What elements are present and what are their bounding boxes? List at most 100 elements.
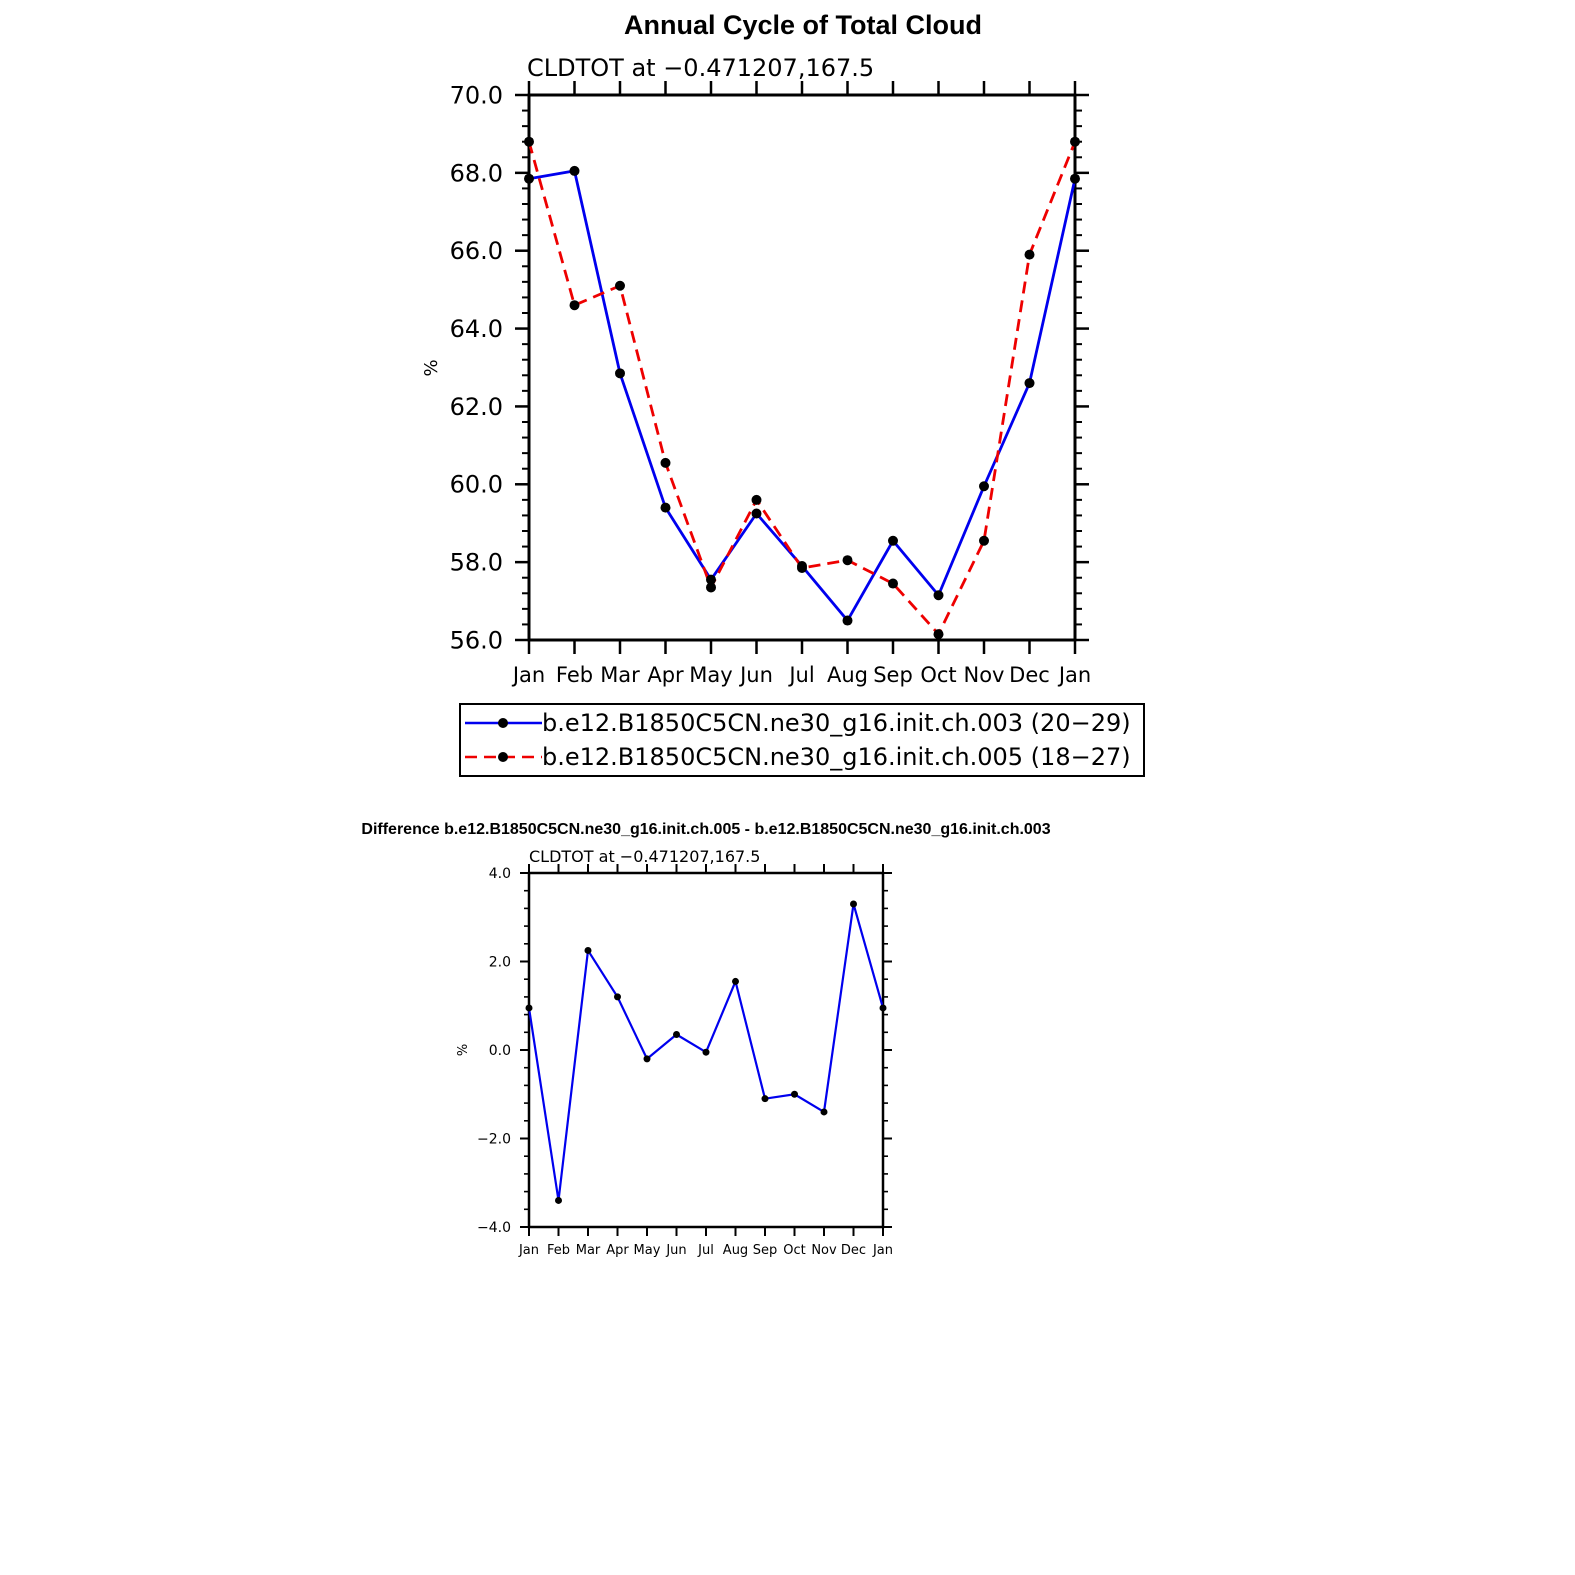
series-1-point <box>761 1095 769 1103</box>
x-tick-label: Oct <box>783 1243 805 1258</box>
plot-frame <box>515 81 1089 654</box>
series-1-point <box>706 574 716 585</box>
legend-label-series-1: b.e12.B1850C5CN.ne30_g16.init.ch.003 (20… <box>542 709 1131 737</box>
series-2-point <box>888 578 898 589</box>
x-tick-label: Jul <box>787 663 814 687</box>
legend-box <box>459 703 1145 777</box>
x-tick-label: Sep <box>873 663 913 687</box>
x-tick-label: Mar <box>600 663 640 687</box>
series-1-point <box>673 1031 680 1039</box>
x-tick-label: Dec <box>841 1243 866 1258</box>
y-tick-label: 62.0 <box>450 393 503 421</box>
x-tick-label: Jan <box>1057 663 1091 687</box>
annual-cycle-chart: Annual Cycle of Total Cloud CLDTOT at −0… <box>421 10 1091 687</box>
x-tick-label: Dec <box>1009 663 1050 687</box>
difference-y-axis-label: % <box>456 1044 471 1056</box>
series-1-point <box>584 946 592 954</box>
x-tick-label: May <box>689 663 732 687</box>
series-1-point <box>614 993 621 1001</box>
x-tick-label: Apr <box>606 1243 629 1258</box>
series-2-point <box>1070 136 1080 147</box>
y-tick-label: 58.0 <box>450 549 503 577</box>
legend-marker-series-1 <box>498 718 508 728</box>
x-tick-label: May <box>634 1243 661 1258</box>
y-tick-labels: 56.0 58.0 60.0 62.0 64.0 66.0 68.0 70.0 <box>450 81 503 654</box>
y-tick-label: −2.0 <box>477 1131 511 1147</box>
y-tick-label: −4.0 <box>477 1220 511 1236</box>
difference-title: Difference b.e12.B1850C5CN.ne30_g16.init… <box>361 821 1050 838</box>
series-2-point <box>797 562 807 573</box>
x-tick-label: Jan <box>518 1243 539 1258</box>
series-1-point <box>979 481 989 492</box>
x-tick-label: Jul <box>697 1243 714 1258</box>
x-tick-label: Feb <box>556 663 593 687</box>
x-tick-label: Feb <box>547 1243 570 1258</box>
legend-marker-series-2 <box>498 752 508 762</box>
series-1-point <box>702 1048 710 1056</box>
series-2-point <box>706 582 716 593</box>
y-tick-label: 64.0 <box>450 315 503 343</box>
series-1-point <box>732 977 739 985</box>
x-tick-labels: Jan Feb Mar Apr May Jun Jul Aug Sep Oct Nov Dec Jan <box>511 663 1091 687</box>
x-tick-label: Nov <box>964 663 1005 687</box>
y-tick-label: 66.0 <box>450 237 503 265</box>
series-1-point <box>820 1108 828 1116</box>
series-1-point <box>643 1055 651 1063</box>
legend: b.e12.B1850C5CN.ne30_g16.init.ch.003 (20… <box>459 703 1145 777</box>
series-2-point <box>660 457 671 468</box>
series-2-point <box>569 300 580 311</box>
y-tick-label: 68.0 <box>450 159 503 187</box>
x-tick-label: Jan <box>872 1243 893 1258</box>
series-1-point <box>751 508 762 519</box>
difference-plot-frame <box>520 864 892 1236</box>
x-tick-label: Nov <box>811 1243 837 1258</box>
x-tick-label: Mar <box>576 1243 601 1258</box>
difference-chart: Difference b.e12.B1850C5CN.ne30_g16.init… <box>361 821 1050 1258</box>
series-1-point <box>850 900 857 908</box>
x-tick-label: Jun <box>665 1243 686 1258</box>
difference-series-layer <box>525 900 887 1204</box>
difference-x-tick-labels: Jan Feb Mar Apr May Jun Jul Aug Sep Oct Nov Dec Jan <box>518 1243 893 1258</box>
series-2-point <box>615 280 625 291</box>
y-tick-label: 2.0 <box>489 954 511 970</box>
x-tick-label: Oct <box>920 663 956 687</box>
difference-subtitle: CLDTOT at −0.471207,167.5 <box>529 847 760 866</box>
series-layer <box>524 136 1080 640</box>
series-1-point <box>842 615 853 626</box>
series-1-point <box>879 1004 887 1012</box>
plot-border <box>527 93 1077 642</box>
series-1-point <box>791 1090 798 1098</box>
difference-y-tick-labels: −4.0 −2.0 0.0 2.0 4.0 <box>477 866 511 1236</box>
series-1-point <box>525 1004 533 1012</box>
series-1-point <box>524 173 534 184</box>
series-1-point <box>1070 173 1080 184</box>
series-2-point <box>1024 249 1035 260</box>
series-2-point <box>524 136 534 147</box>
series-1-point <box>615 368 625 379</box>
y-tick-label: 56.0 <box>450 626 503 654</box>
y-tick-label: 60.0 <box>450 471 503 499</box>
chart-title: Annual Cycle of Total Cloud <box>624 10 982 40</box>
x-tick-label: Aug <box>723 1243 748 1258</box>
series-1-point <box>569 165 580 176</box>
series-2-point <box>842 555 853 566</box>
series-1-point <box>933 590 944 601</box>
series-1-point <box>660 502 671 513</box>
x-tick-label: Jan <box>511 663 545 687</box>
x-tick-label: Jun <box>738 663 773 687</box>
chart-subtitle: CLDTOT at −0.471207,167.5 <box>527 54 874 82</box>
x-tick-label: Sep <box>753 1243 778 1258</box>
y-axis-label: % <box>421 359 442 376</box>
y-tick-label: 4.0 <box>489 866 511 882</box>
series-1-point <box>888 535 898 546</box>
series-1-point <box>555 1196 562 1204</box>
y-tick-label: 70.0 <box>450 81 503 109</box>
series-2-point <box>933 629 944 640</box>
series-2-point <box>751 494 762 505</box>
series-line-1 <box>528 169 1077 623</box>
series-2-point <box>979 535 989 546</box>
y-tick-label: 0.0 <box>489 1043 511 1059</box>
legend-label-series-2: b.e12.B1850C5CN.ne30_g16.init.ch.005 (18… <box>542 743 1131 771</box>
x-tick-label: Aug <box>827 663 868 687</box>
